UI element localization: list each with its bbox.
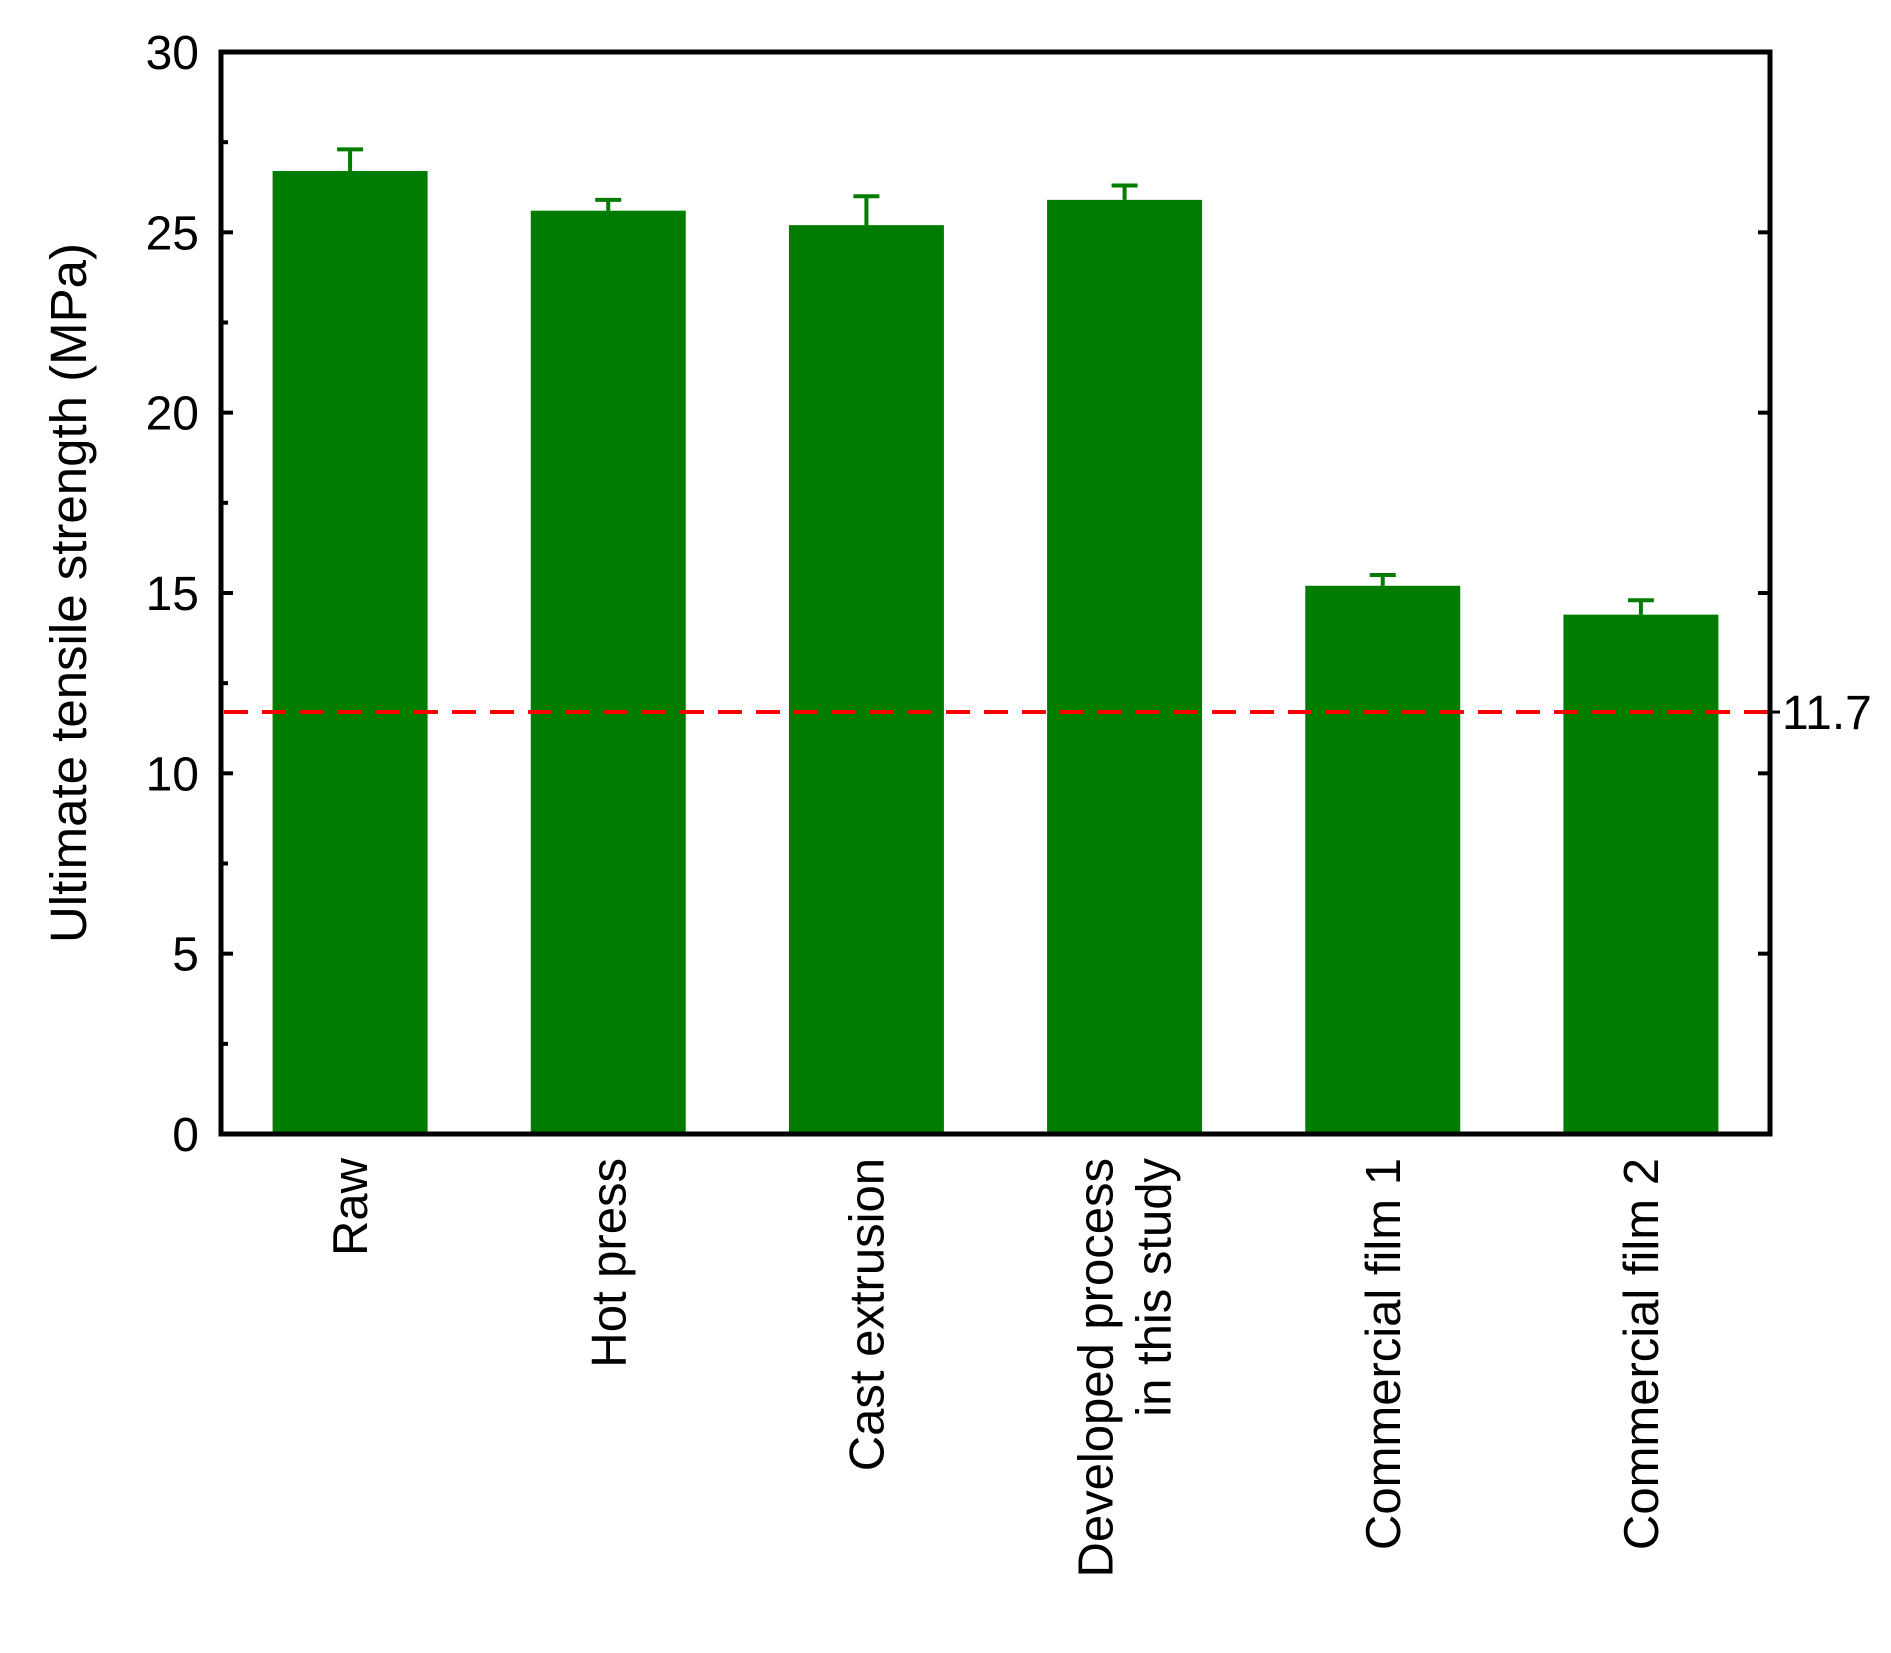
y-tick-label: 20 — [146, 388, 199, 441]
x-category-label: in this study — [1128, 1158, 1182, 1417]
y-tick-label: 30 — [146, 27, 199, 80]
bar-1 — [272, 171, 428, 1134]
error-bar-2 — [595, 197, 622, 211]
x-category-label: Commercial film 2 — [1615, 1158, 1669, 1550]
x-category-label: Hot press — [582, 1158, 636, 1368]
bar-2 — [530, 210, 686, 1134]
y-tick-label: 0 — [172, 1109, 199, 1162]
axes-layer — [218, 49, 1773, 1137]
y-tick-label: 25 — [146, 207, 199, 260]
error-bars-layer — [337, 147, 1654, 615]
bar-4 — [1047, 199, 1203, 1134]
x-category-label: Raw — [324, 1157, 378, 1256]
x-category-label: Developed process — [1070, 1158, 1124, 1577]
error-bar-4 — [1111, 183, 1138, 200]
labels-layer: 11.7 0 5 10 15 20 25 30 Ultimate tensile strengt… — [40, 27, 1872, 1577]
error-bar-6 — [1627, 598, 1654, 615]
y-tick-label: 5 — [172, 929, 199, 982]
error-bar-5 — [1369, 572, 1396, 586]
y-tick-label: 10 — [146, 748, 199, 801]
bar-5 — [1305, 585, 1461, 1134]
bars-layer — [272, 171, 1719, 1134]
y-tick-label: 15 — [146, 568, 199, 621]
error-bar-3 — [853, 194, 880, 226]
plot-frame — [218, 49, 1773, 1137]
error-bar-1 — [337, 147, 364, 172]
bar-6 — [1563, 614, 1719, 1134]
x-category-label: Commercial film 1 — [1357, 1158, 1411, 1550]
x-category-label: Cast extrusion — [840, 1158, 894, 1471]
y-axis-title: Ultimate tensile strength (MPa) — [40, 243, 97, 943]
bar-3 — [788, 225, 944, 1134]
reference-line-label: 11.7 — [1782, 687, 1872, 740]
